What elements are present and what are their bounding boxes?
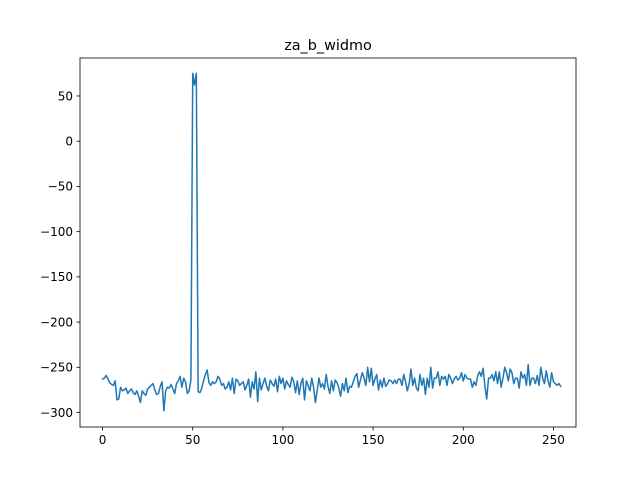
y-tick-label: −100 — [40, 225, 73, 239]
y-tick-label: −150 — [40, 270, 73, 284]
x-tick-label: 250 — [542, 433, 565, 447]
y-tick-label: 0 — [65, 135, 73, 149]
x-tick-label: 0 — [99, 433, 107, 447]
x-tick-label: 100 — [271, 433, 294, 447]
y-tick-label: −250 — [40, 361, 73, 375]
plot-area — [101, 72, 562, 412]
y-tick-label: −200 — [40, 315, 73, 329]
axes-frame — [79, 57, 577, 428]
axes: 0 50 100 150 200 250 50 0 −50 −100 −150 −200 −250 −30… — [40, 57, 577, 447]
x-tick-label: 50 — [185, 433, 200, 447]
x-tick-label: 150 — [362, 433, 385, 447]
y-tick-label: −50 — [48, 180, 73, 194]
y-tick-label: −300 — [40, 406, 73, 420]
x-tick-label: 200 — [452, 433, 475, 447]
chart-title: za_b_widmo — [284, 38, 372, 54]
series-line-0 — [101, 72, 562, 412]
y-tick-label: 50 — [58, 89, 73, 103]
